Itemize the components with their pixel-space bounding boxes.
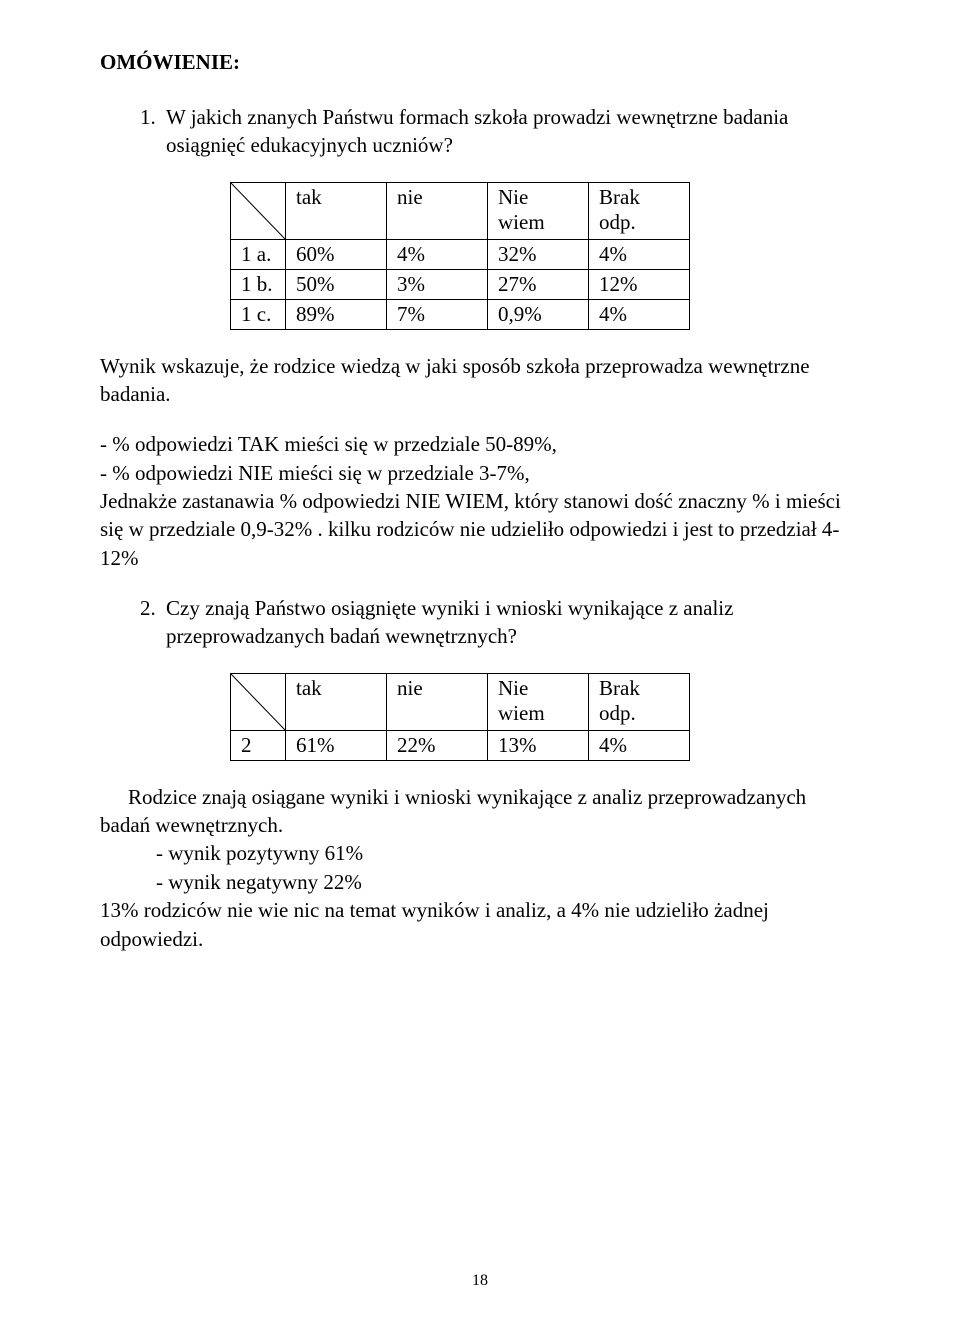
td: 3%	[387, 269, 488, 299]
td: 60%	[286, 239, 387, 269]
td: 32%	[488, 239, 589, 269]
td: 4%	[589, 239, 690, 269]
th: Nie wiem	[488, 182, 589, 239]
table-1: tak nie Nie wiem Brak odp. 1 a. 60% 4% 3…	[230, 182, 860, 330]
td: 1 a.	[231, 239, 286, 269]
td: 1 c.	[231, 299, 286, 329]
paragraph-1: Wynik wskazuje, że rodzice wiedzą w jaki…	[100, 352, 860, 409]
table-row: 1 a. 60% 4% 32% 4%	[231, 239, 690, 269]
diagonal-cell	[231, 673, 286, 730]
td: 13%	[488, 730, 589, 760]
td: 4%	[589, 299, 690, 329]
diagonal-cell	[231, 182, 286, 239]
table-header-row: tak nie Nie wiem Brak odp.	[231, 182, 690, 239]
td: 22%	[387, 730, 488, 760]
th: tak	[286, 673, 387, 730]
th: Nie wiem	[488, 673, 589, 730]
td: 4%	[387, 239, 488, 269]
td: 50%	[286, 269, 387, 299]
td: 61%	[286, 730, 387, 760]
th: nie	[387, 673, 488, 730]
td: 89%	[286, 299, 387, 329]
th: Brak odp.	[589, 182, 690, 239]
p3-line: Rodzice znają osiągane wyniki i wnioski …	[100, 783, 860, 840]
table-row: 2 61% 22% 13% 4%	[231, 730, 690, 760]
th: tak	[286, 182, 387, 239]
p3-line: 13% rodziców nie wie nic na temat wynikó…	[100, 896, 860, 953]
q2-number: 2.	[140, 594, 166, 651]
td: 7%	[387, 299, 488, 329]
td: 4%	[589, 730, 690, 760]
q1-number: 1.	[140, 103, 166, 160]
th: Brak odp.	[589, 673, 690, 730]
table-row: 1 b. 50% 3% 27% 12%	[231, 269, 690, 299]
th: nie	[387, 182, 488, 239]
table-row: 1 c. 89% 7% 0,9% 4%	[231, 299, 690, 329]
table-2: tak nie Nie wiem Brak odp. 2 61% 22% 13%…	[230, 673, 860, 761]
paragraph-2: - % odpowiedzi TAK mieści się w przedzia…	[100, 430, 860, 572]
question-2: 2. Czy znają Państwo osiągnięte wyniki i…	[140, 594, 860, 651]
td: 12%	[589, 269, 690, 299]
section-heading: OMÓWIENIE:	[100, 50, 860, 75]
page: OMÓWIENIE: 1. W jakich znanych Państwu f…	[0, 0, 960, 1320]
table-header-row: tak nie Nie wiem Brak odp.	[231, 673, 690, 730]
p3-line: - wynik pozytywny 61%	[100, 839, 860, 867]
q2-text: Czy znają Państwo osiągnięte wyniki i wn…	[166, 594, 860, 651]
td: 1 b.	[231, 269, 286, 299]
p3-line: - wynik negatywny 22%	[100, 868, 860, 896]
td: 0,9%	[488, 299, 589, 329]
page-number: 18	[0, 1272, 960, 1290]
question-1: 1. W jakich znanych Państwu formach szko…	[140, 103, 860, 160]
td: 27%	[488, 269, 589, 299]
td: 2	[231, 730, 286, 760]
paragraph-3: Rodzice znają osiągane wyniki i wnioski …	[100, 783, 860, 953]
q1-text: W jakich znanych Państwu formach szkoła …	[166, 103, 860, 160]
